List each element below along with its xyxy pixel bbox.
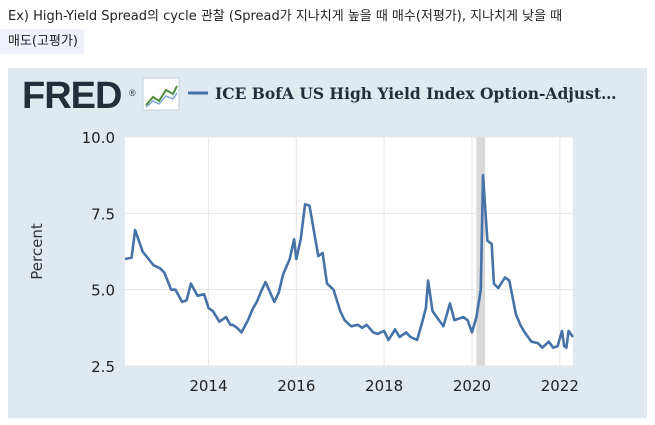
caption-line-1: Ex) High-Yield Spread의 cycle 관찰 (Spread가… xyxy=(8,9,563,24)
series-line xyxy=(124,173,575,349)
x-tick-label: 2014 xyxy=(189,377,227,395)
fred-logo[interactable]: FRED ® xyxy=(22,75,180,117)
plot-area xyxy=(125,137,573,366)
y-axis-label: Percent xyxy=(28,223,46,280)
series-title: ICE BofA US High Yield Index Option-Adju… xyxy=(215,84,617,103)
x-tick-label: 2020 xyxy=(453,377,491,395)
x-tick-label: 2018 xyxy=(365,377,403,395)
y-tick-label: 10.0 xyxy=(82,129,115,147)
y-axis-ticks: 2.5 5.0 7.5 10.0 xyxy=(82,129,115,376)
fred-chart-panel: FRED ® ICE BofA US High Yield Index Opti… xyxy=(8,68,647,418)
caption: Ex) High-Yield Spread의 cycle 관찰 (Spread가… xyxy=(0,4,655,54)
y-tick-label: 2.5 xyxy=(91,358,115,376)
fred-logo-registered: ® xyxy=(129,88,136,98)
y-tick-label: 5.0 xyxy=(91,282,115,300)
x-tick-label: 2022 xyxy=(541,377,579,395)
x-tick-label: 2016 xyxy=(277,377,315,395)
caption-line-2: 매도(고평가) xyxy=(0,29,84,54)
chart-svg: FRED ® ICE BofA US High Yield Index Opti… xyxy=(22,75,617,395)
fred-logo-text: FRED xyxy=(22,75,121,117)
x-axis-ticks: 2014 2016 2018 2020 2022 xyxy=(189,377,579,395)
fred-graph-icon xyxy=(142,77,180,111)
y-tick-label: 7.5 xyxy=(91,205,115,223)
